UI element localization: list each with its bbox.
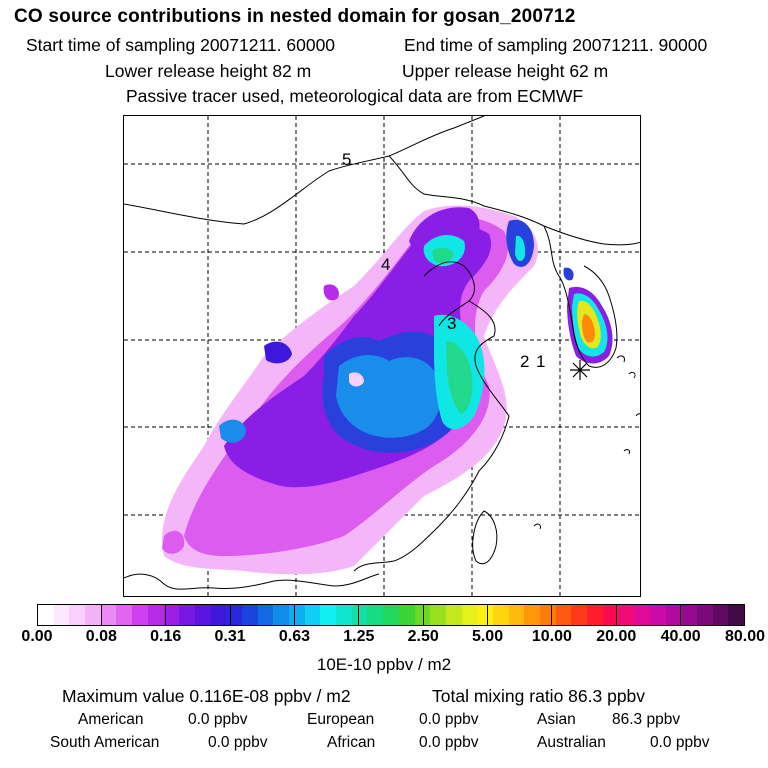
source-american-value: 0.0 ppbv: [188, 711, 248, 728]
concentration-plume: [162, 205, 613, 575]
source-european-value: 0.0 ppbv: [419, 711, 479, 728]
colorbar-divider: [358, 604, 360, 626]
colorbar-segment: [477, 605, 493, 625]
end-time: End time of sampling 20071211. 90000: [404, 35, 708, 55]
source-american-label: American: [78, 711, 144, 728]
colorbar-segment: [649, 605, 666, 625]
map-panel: 5 4 3 2 1: [123, 115, 641, 597]
colorbar-tick-label: 0.63: [278, 628, 311, 645]
source-australian-label: Australian: [537, 734, 606, 751]
colorbar-segment: [445, 605, 462, 625]
colorbar-segment: [116, 605, 133, 625]
colorbar-segment: [414, 605, 431, 625]
colorbar-segment: [69, 605, 86, 625]
colorbar-segment: [430, 605, 446, 625]
colorbar-divider: [551, 604, 553, 626]
trajectory-label-3: 3: [447, 314, 457, 333]
colorbar-tick-label: 0.00: [21, 628, 53, 645]
colorbar-segment: [85, 605, 101, 625]
colorbar-tick-label: 0.31: [214, 628, 246, 645]
receptor-asterisk-icon: [570, 360, 590, 380]
start-time: Start time of sampling 20071211. 60000: [26, 35, 336, 55]
colorbar-segment: [492, 605, 509, 625]
colorbar-segment: [555, 605, 572, 625]
colorbar-segment: [634, 605, 650, 625]
colorbar-divider: [165, 604, 167, 626]
colorbar-segment: [461, 605, 478, 625]
colorbar-segment: [163, 605, 180, 625]
colorbar-segment: [132, 605, 148, 625]
colorbar-segment: [336, 605, 352, 625]
colorbar-tick-label: 1.25: [343, 628, 375, 645]
colorbar: [37, 604, 745, 626]
map-canvas: [124, 116, 640, 596]
colorbar-segment: [210, 605, 227, 625]
maximum-value: Maximum value 0.116E-08 ppbv / m2: [62, 686, 351, 706]
colorbar-segment: [508, 605, 525, 625]
graticule: [124, 116, 640, 596]
source-african-value: 0.0 ppbv: [419, 734, 479, 751]
colorbar-segment: [665, 605, 682, 625]
colorbar-segment: [398, 605, 415, 625]
colorbar-unit: 10E-10 ppbv / m2: [316, 655, 452, 674]
colorbar-segment: [696, 605, 713, 625]
colorbar-divider: [229, 604, 231, 626]
colorbar-segment: [194, 605, 211, 625]
colorbar-divider: [293, 604, 295, 626]
colorbar-segment: [179, 605, 195, 625]
colorbar-tick-label: 0.16: [150, 628, 182, 645]
colorbar-segment: [367, 605, 384, 625]
colorbar-segment: [571, 605, 588, 625]
colorbar-segment: [602, 605, 619, 625]
upper-release-height: Upper release height 62 m: [402, 61, 609, 81]
lower-release-height: Lower release height 82 m: [105, 61, 312, 81]
colorbar-divider: [422, 604, 424, 626]
colorbar-segment: [540, 605, 556, 625]
total-mixing-ratio: Total mixing ratio 86.3 ppbv: [432, 686, 646, 706]
colorbar-divider: [100, 604, 102, 626]
colorbar-segment: [304, 605, 321, 625]
colorbar-segment: [524, 605, 540, 625]
colorbar-segment: [681, 605, 697, 625]
source-south-american-label: South American: [50, 734, 160, 751]
source-european-label: European: [307, 711, 375, 728]
source-asian-label: Asian: [537, 711, 576, 728]
trajectory-label-4: 4: [381, 255, 391, 274]
colorbar-tick-label: 5.00: [471, 628, 504, 645]
coastlines: [124, 116, 640, 590]
trajectory-label-1: 1: [536, 352, 546, 371]
figure-title: CO source contributions in nested domain…: [14, 6, 576, 27]
source-african-label: African: [327, 734, 376, 751]
colorbar-tick-label: 0.08: [85, 628, 117, 645]
tracer-note: Passive tracer used, meteorological data…: [126, 86, 584, 106]
colorbar-segment: [147, 605, 164, 625]
colorbar-segment: [100, 605, 117, 625]
colorbar-segment: [257, 605, 274, 625]
colorbar-segment: [728, 605, 744, 625]
source-south-american-value: 0.0 ppbv: [208, 734, 268, 751]
colorbar-segment: [618, 605, 635, 625]
colorbar-segment: [351, 605, 368, 625]
trajectory-label-2: 2: [520, 352, 530, 371]
colorbar-segment: [241, 605, 258, 625]
colorbar-tick-label: 40.00: [660, 628, 701, 645]
colorbar-tick-label: 10.00: [531, 628, 572, 645]
source-asian-value: 86.3 ppbv: [612, 711, 681, 728]
colorbar-segment: [289, 605, 305, 625]
colorbar-segment: [320, 605, 337, 625]
colorbar-segment: [38, 605, 54, 625]
colorbar-tick-label: 80.00: [724, 628, 766, 645]
source-australian-value: 0.0 ppbv: [650, 734, 710, 751]
colorbar-segment: [587, 605, 603, 625]
colorbar-divider: [615, 604, 617, 626]
colorbar-segment: [383, 605, 399, 625]
colorbar-divider: [680, 604, 682, 626]
colorbar-tick-label: 2.50: [407, 628, 439, 645]
colorbar-segment: [53, 605, 70, 625]
colorbar-tick-label: 20.00: [596, 628, 637, 645]
colorbar-segment: [273, 605, 289, 625]
trajectory-label-5: 5: [342, 150, 352, 169]
colorbar-segment: [712, 605, 729, 625]
colorbar-divider: [487, 604, 489, 626]
